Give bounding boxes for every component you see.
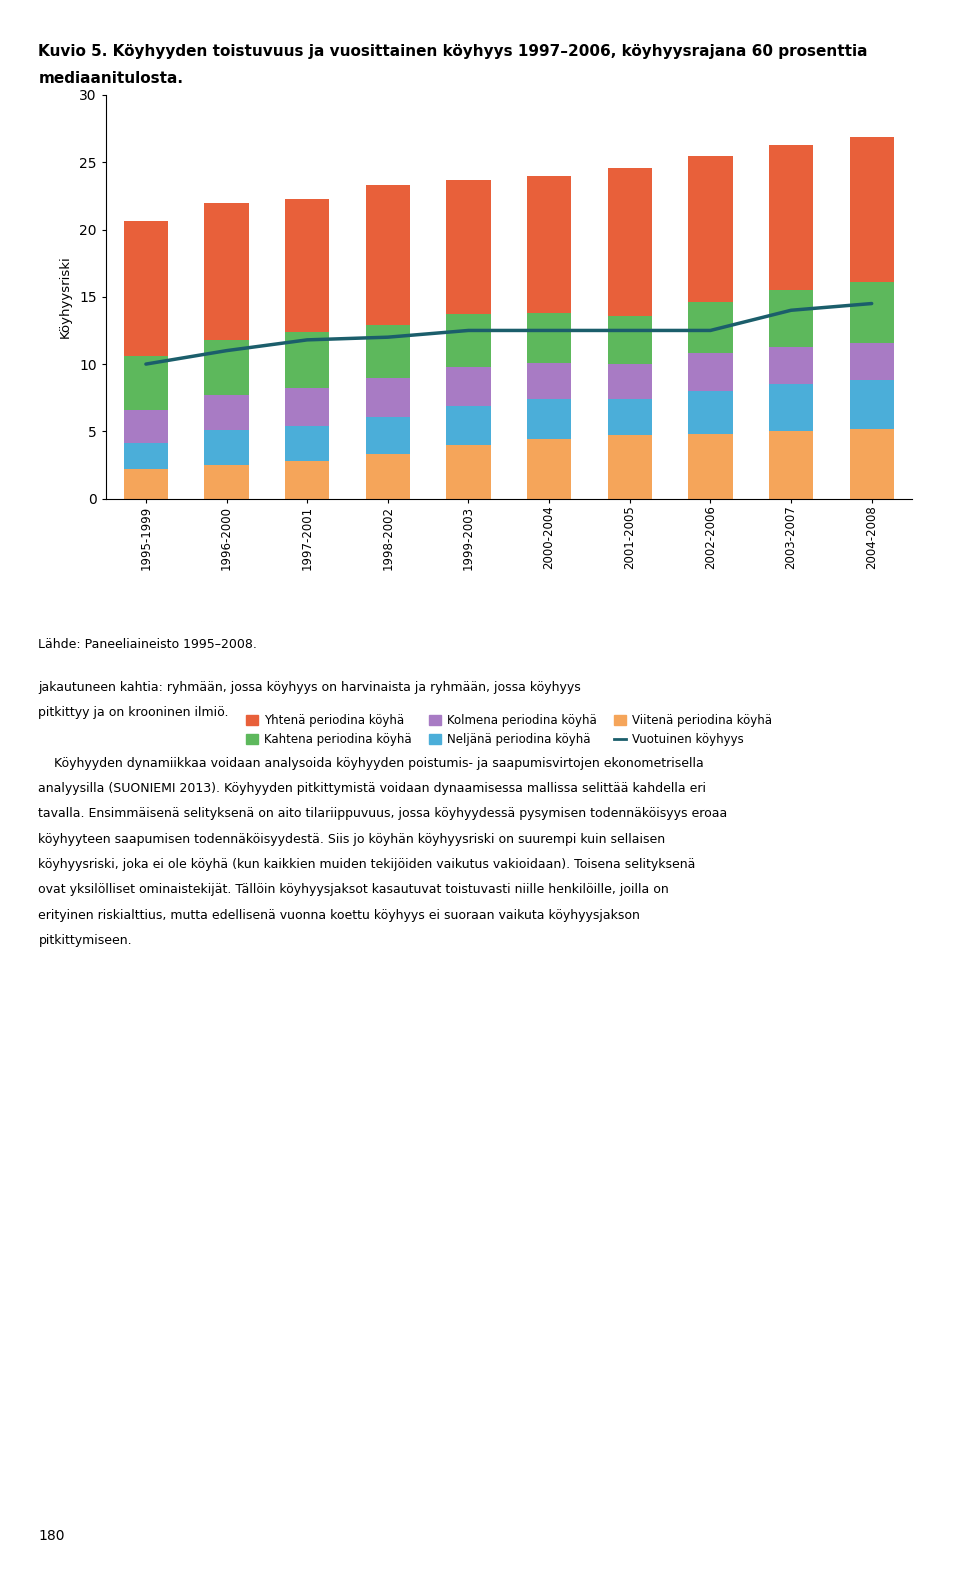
Bar xyxy=(446,315,491,367)
Text: jakautuneen kahtia: ryhmään, jossa köyhyys on harvinaista ja ryhmään, jossa köyh: jakautuneen kahtia: ryhmään, jossa köyhy… xyxy=(38,681,581,693)
Bar xyxy=(285,388,329,426)
Text: köyhyyteen saapumisen todennäköisyydestä. Siis jo köyhän köyhyysriski on suuremp: köyhyyteen saapumisen todennäköisyydestä… xyxy=(38,833,665,845)
Bar xyxy=(527,440,571,499)
Bar xyxy=(850,282,894,342)
Bar xyxy=(446,445,491,499)
Bar xyxy=(688,391,732,434)
Bar xyxy=(688,155,732,302)
Bar xyxy=(366,185,410,325)
Bar xyxy=(527,399,571,440)
Text: pitkittyy ja on krooninen ilmiö.: pitkittyy ja on krooninen ilmiö. xyxy=(38,706,228,719)
Bar xyxy=(769,432,813,499)
Bar xyxy=(527,313,571,363)
Bar xyxy=(446,367,491,405)
Bar xyxy=(204,340,249,396)
Bar xyxy=(688,353,732,391)
Bar xyxy=(366,454,410,499)
Bar xyxy=(204,203,249,340)
Bar xyxy=(204,431,249,465)
Bar xyxy=(285,461,329,499)
Bar xyxy=(850,380,894,429)
Text: ovat yksilölliset ominaistekijät. Tällöin köyhyysjaksot kasautuvat toistuvasti n: ovat yksilölliset ominaistekijät. Tällöi… xyxy=(38,883,669,896)
Bar xyxy=(688,434,732,499)
Text: Köyhyyden dynamiikkaa voidaan analysoida köyhyyden poistumis- ja saapumisvirtoje: Köyhyyden dynamiikkaa voidaan analysoida… xyxy=(38,757,704,769)
Bar xyxy=(446,180,491,315)
Bar xyxy=(608,315,652,364)
Bar xyxy=(446,405,491,445)
Bar xyxy=(124,469,168,499)
Bar xyxy=(608,399,652,435)
Bar xyxy=(527,363,571,399)
Bar xyxy=(850,136,894,282)
Text: tavalla. Ensimmäisenä selityksenä on aito tilariippuvuus, jossa köyhyydessä pysy: tavalla. Ensimmäisenä selityksenä on ait… xyxy=(38,807,728,820)
Text: köyhyysriski, joka ei ole köyhä (kun kaikkien muiden tekijöiden vaikutus vakioid: köyhyysriski, joka ei ole köyhä (kun kai… xyxy=(38,858,696,871)
Y-axis label: Köyhyysriski: Köyhyysriski xyxy=(59,255,72,339)
Bar xyxy=(366,325,410,378)
Bar xyxy=(769,347,813,385)
Legend: Yhtenä periodina köyhä, Kahtena periodina köyhä, Kolmena periodina köyhä, Neljän: Yhtenä periodina köyhä, Kahtena periodin… xyxy=(246,714,772,746)
Bar xyxy=(204,465,249,499)
Bar xyxy=(285,426,329,461)
Bar xyxy=(366,378,410,416)
Bar xyxy=(124,222,168,356)
Bar xyxy=(769,385,813,432)
Text: 180: 180 xyxy=(38,1529,65,1543)
Text: erityinen riskialttius, mutta edellisenä vuonna koettu köyhyys ei suoraan vaikut: erityinen riskialttius, mutta edellisenä… xyxy=(38,909,640,921)
Text: Kuvio 5. Köyhyyden toistuvuus ja vuosittainen köyhyys 1997–2006, köyhyysrajana 6: Kuvio 5. Köyhyyden toistuvuus ja vuositt… xyxy=(38,44,868,59)
Bar xyxy=(124,356,168,410)
Text: analyysilla (SUONIEMI 2013). Köyhyyden pitkittymistä voidaan dynaamisessa mallis: analyysilla (SUONIEMI 2013). Köyhyyden p… xyxy=(38,782,707,795)
Bar xyxy=(850,342,894,380)
Text: pitkittymiseen.: pitkittymiseen. xyxy=(38,934,132,947)
Bar xyxy=(608,364,652,399)
Bar xyxy=(124,443,168,469)
Bar xyxy=(366,416,410,454)
Text: mediaanitulosta.: mediaanitulosta. xyxy=(38,71,183,85)
Bar xyxy=(769,290,813,347)
Bar xyxy=(850,429,894,499)
Bar xyxy=(688,302,732,353)
Bar xyxy=(608,435,652,499)
Bar xyxy=(527,176,571,313)
Bar xyxy=(285,332,329,388)
Bar xyxy=(285,198,329,332)
Text: Lähde: Paneeliaineisto 1995–2008.: Lähde: Paneeliaineisto 1995–2008. xyxy=(38,638,257,651)
Bar xyxy=(608,168,652,315)
Bar xyxy=(769,144,813,290)
Bar xyxy=(124,410,168,443)
Bar xyxy=(204,396,249,431)
